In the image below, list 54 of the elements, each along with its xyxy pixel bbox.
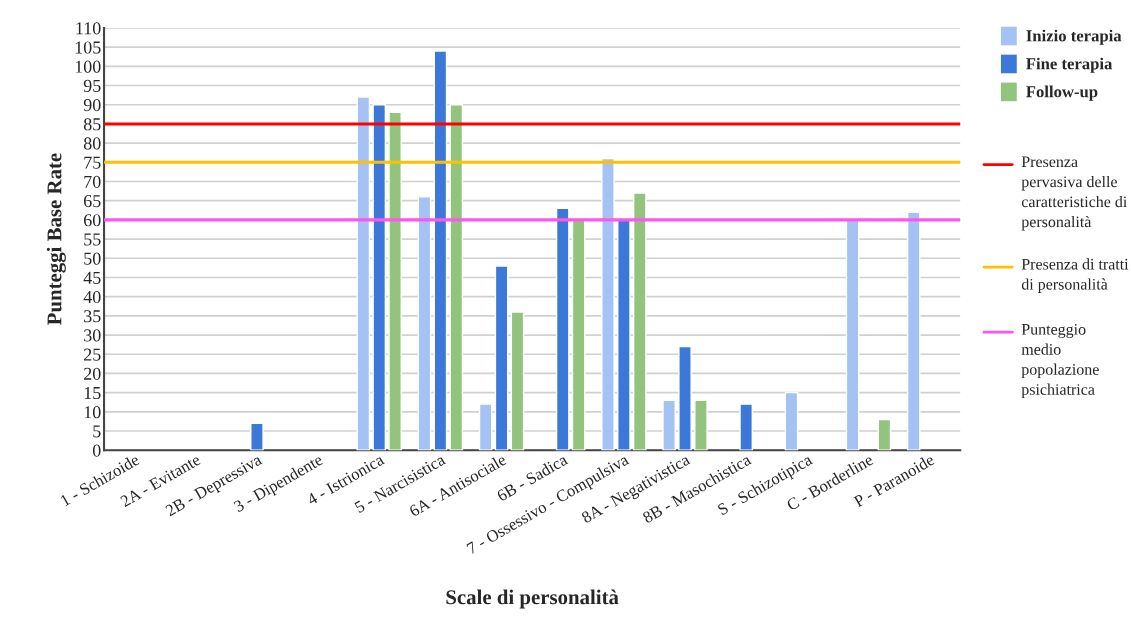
y-tick-label: 90 [83,98,101,112]
y-tick-label: 30 [84,329,101,342]
legend-label: Punteggio medio popolazione psichiatrica [1021,324,1099,399]
bar [739,403,753,451]
bar [694,399,708,451]
y-tick-label: 105 [75,41,101,54]
y-tick-label: 5 [93,425,101,438]
y-tick-label: 40 [83,290,101,304]
y-tick-label: 55 [84,233,101,246]
bar [356,96,371,451]
bar [601,157,615,451]
y-tick-label: 70 [84,175,101,188]
y-tick-label: 10 [84,406,101,419]
legend-label: Follow-up [1026,85,1098,101]
bar [617,219,631,451]
bar [388,111,402,451]
bar [877,418,892,451]
y-axis-title: Punteggi Base Rate [46,153,66,325]
bar [632,192,647,451]
y-tick-label: 80 [83,137,101,150]
y-tick-label: 60 [83,214,101,227]
bar [571,219,586,451]
y-tick-label: 35 [84,310,101,323]
y-tick-label: 85 [83,118,101,131]
legend-label: Presenza pervasiva delle caratteristiche di personalità [1021,156,1127,231]
y-tick-label: 110 [76,22,101,35]
y-tick-label: 0 [92,444,101,457]
y-tick-label: 100 [75,60,101,73]
bar [510,311,525,451]
legend-label: Presenza di tratti di personalità [1021,258,1129,293]
bar [678,345,692,451]
bar [433,50,448,451]
x-axis-title: Scale di personalità [446,589,619,609]
bar [494,265,509,451]
bar [449,104,464,451]
bar [662,399,676,451]
bar [906,211,921,451]
legend-label: Inizio terapia [1026,29,1122,45]
y-tick-label: 75 [84,156,101,169]
y-tick-label: 15 [84,386,101,400]
y-tick-label: 25 [84,348,101,361]
bar [250,422,264,451]
bar [417,196,432,451]
y-tick-label: 20 [84,367,101,380]
bar [784,391,799,451]
bar [478,403,493,451]
y-tick-label: 65 [83,195,101,208]
y-tick-label: 50 [84,252,101,265]
bar [555,207,570,451]
bar [845,219,860,451]
legend-label: Fine terapia [1026,57,1113,73]
bar [372,104,387,451]
y-tick-label: 95 [83,79,101,92]
y-tick-label: 45 [83,271,101,284]
